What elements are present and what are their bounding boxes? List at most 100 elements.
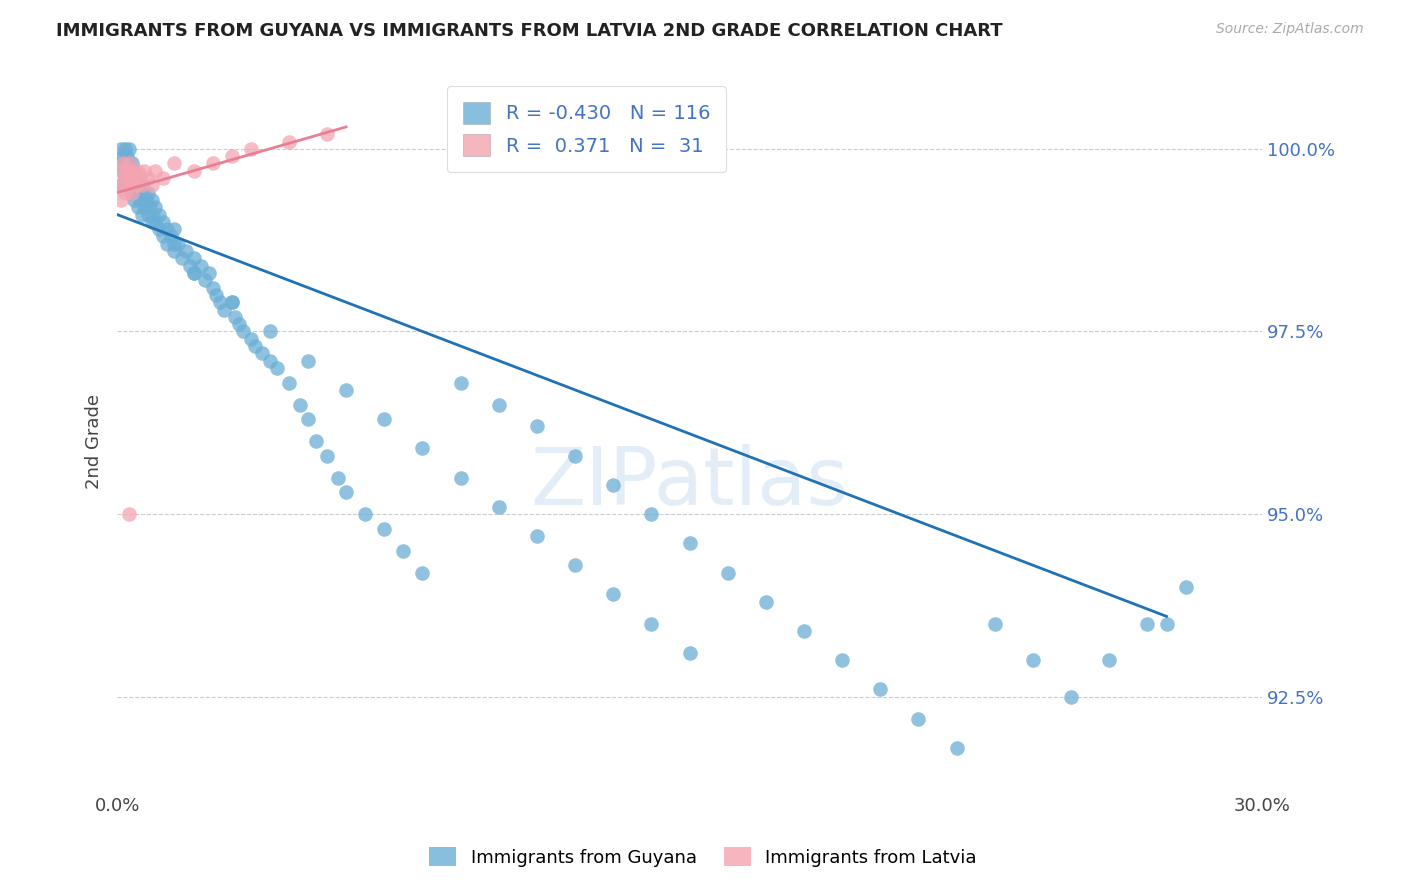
Point xyxy=(392,543,415,558)
Point xyxy=(183,252,205,266)
Point xyxy=(163,244,186,258)
Point xyxy=(132,186,155,200)
Point xyxy=(110,142,132,156)
Point xyxy=(411,566,433,580)
Point xyxy=(316,449,339,463)
Point xyxy=(526,529,548,543)
Point xyxy=(259,353,281,368)
Point xyxy=(316,127,339,141)
Point xyxy=(132,163,155,178)
Point xyxy=(111,149,134,163)
Point xyxy=(602,587,624,601)
Point xyxy=(640,616,662,631)
Point xyxy=(869,682,891,697)
Point xyxy=(124,163,146,178)
Point xyxy=(243,339,266,353)
Point xyxy=(277,135,299,149)
Point xyxy=(148,222,170,236)
Point xyxy=(156,236,179,251)
Point xyxy=(526,419,548,434)
Point xyxy=(239,332,262,346)
Point xyxy=(148,208,170,222)
Point xyxy=(114,171,136,186)
Point xyxy=(163,236,186,251)
Point xyxy=(197,266,219,280)
Point xyxy=(117,156,139,170)
Point xyxy=(328,470,350,484)
Point xyxy=(179,259,201,273)
Point xyxy=(152,171,174,186)
Point xyxy=(183,163,205,178)
Point xyxy=(143,200,166,214)
Point xyxy=(602,478,624,492)
Point xyxy=(142,208,165,222)
Text: ZIPatlas: ZIPatlas xyxy=(530,444,849,522)
Point xyxy=(120,178,142,193)
Point xyxy=(143,163,166,178)
Point xyxy=(564,449,586,463)
Point xyxy=(201,156,224,170)
Point xyxy=(117,507,139,521)
Point xyxy=(117,156,139,170)
Point xyxy=(131,178,153,193)
Point xyxy=(335,485,357,500)
Legend: R = -0.430   N = 116, R =  0.371   N =  31: R = -0.430 N = 116, R = 0.371 N = 31 xyxy=(447,86,725,172)
Point xyxy=(108,178,131,193)
Point xyxy=(1174,580,1197,594)
Point xyxy=(277,376,299,390)
Point xyxy=(136,208,159,222)
Point xyxy=(135,193,157,207)
Point xyxy=(120,186,142,200)
Point xyxy=(250,346,273,360)
Point xyxy=(304,434,326,448)
Point xyxy=(129,171,152,186)
Point xyxy=(221,295,243,310)
Point xyxy=(183,266,205,280)
Point xyxy=(212,302,235,317)
Point xyxy=(138,200,160,214)
Point xyxy=(117,142,139,156)
Point xyxy=(831,653,853,667)
Point xyxy=(221,295,243,310)
Point xyxy=(411,442,433,456)
Point xyxy=(297,353,319,368)
Point xyxy=(221,149,243,163)
Point xyxy=(907,712,929,726)
Point xyxy=(125,186,148,200)
Point xyxy=(945,740,967,755)
Point xyxy=(129,193,152,207)
Point xyxy=(124,171,146,186)
Point xyxy=(163,156,186,170)
Point xyxy=(266,361,288,376)
Point xyxy=(239,142,262,156)
Point xyxy=(121,156,143,170)
Point xyxy=(232,325,254,339)
Point xyxy=(564,558,586,573)
Legend: Immigrants from Guyana, Immigrants from Latvia: Immigrants from Guyana, Immigrants from … xyxy=(422,840,984,874)
Point xyxy=(125,171,148,186)
Point xyxy=(228,317,250,331)
Point xyxy=(297,412,319,426)
Point xyxy=(335,383,357,397)
Point xyxy=(141,193,163,207)
Point xyxy=(450,376,472,390)
Point xyxy=(115,149,138,163)
Point xyxy=(136,171,159,186)
Point xyxy=(114,186,136,200)
Point xyxy=(205,288,228,302)
Point xyxy=(755,595,778,609)
Point xyxy=(156,222,179,236)
Point xyxy=(201,280,224,294)
Point xyxy=(121,178,143,193)
Point xyxy=(183,266,205,280)
Point xyxy=(127,178,149,193)
Point xyxy=(110,163,132,178)
Point xyxy=(1136,616,1159,631)
Point xyxy=(717,566,740,580)
Point xyxy=(125,178,148,193)
Point xyxy=(117,171,139,186)
Point xyxy=(110,193,132,207)
Point xyxy=(678,646,700,660)
Point xyxy=(209,295,232,310)
Point xyxy=(152,229,174,244)
